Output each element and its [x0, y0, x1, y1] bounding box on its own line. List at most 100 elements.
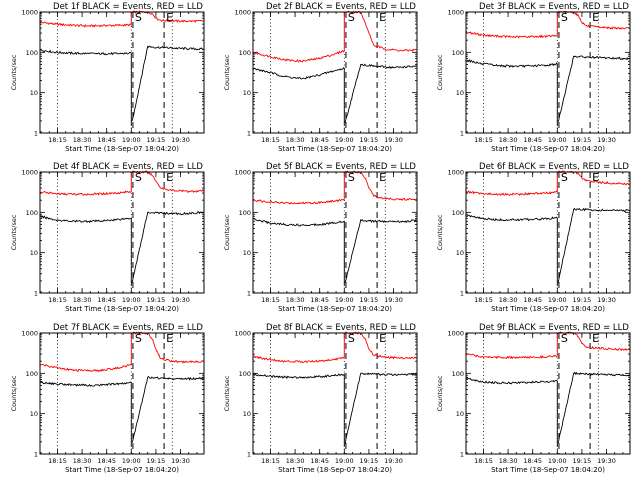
x-tick-label: 19:30: [384, 457, 403, 465]
panel-title: Det 1f BLACK = Events, RED = LLD: [53, 2, 203, 12]
event-marker-s: S: [348, 332, 355, 345]
event-marker-e: E: [166, 332, 173, 345]
y-tick-label: 1000: [234, 9, 251, 17]
panel-title: Det 3f BLACK = Events, RED = LLD: [479, 2, 629, 12]
y-tick-label: 10: [456, 249, 464, 257]
x-tick-label: 18:45: [310, 296, 329, 304]
x-tick-label: 18:45: [310, 136, 329, 144]
x-tick-label: 19:00: [122, 457, 141, 465]
x-tick-label: 18:30: [286, 457, 305, 465]
event-marker-e: E: [166, 11, 173, 24]
series-events: [557, 207, 630, 283]
y-tick-label: 1: [460, 130, 464, 138]
y-tick-label: 100: [452, 49, 464, 57]
y-tick-label: 10: [243, 410, 251, 418]
y-tick-label: 10: [30, 89, 38, 97]
x-tick-label: 19:30: [171, 136, 190, 144]
x-tick-label: 18:15: [474, 136, 493, 144]
y-tick-label: 1000: [234, 169, 251, 177]
x-tick-label: 18:30: [73, 296, 92, 304]
y-axis-label: Counts/sec: [436, 375, 444, 411]
x-tick-label: 19:30: [597, 457, 616, 465]
x-tick-label: 18:30: [499, 296, 518, 304]
panel-title: Det 9f BLACK = Events, RED = LLD: [479, 323, 629, 333]
series-lld: [465, 172, 558, 197]
x-tick-label: 18:30: [73, 457, 92, 465]
event-marker-e: E: [592, 171, 599, 184]
detector-panel-8: Det 8f BLACK = Events, RED = LLD Counts/s…: [223, 323, 418, 474]
x-tick-label: 18:45: [523, 136, 542, 144]
x-axis-label: Start Time (18-Sep-07 18:04:20): [65, 466, 179, 474]
detector-panel-5: Det 5f BLACK = Events, RED = LLD Counts/s…: [223, 162, 418, 313]
y-axis-label: Counts/sec: [10, 214, 18, 250]
event-marker-s: S: [135, 11, 142, 24]
series-events: [252, 67, 345, 126]
x-tick-label: 19:15: [573, 296, 592, 304]
x-tick-label: 18:15: [261, 296, 280, 304]
series-events: [465, 59, 558, 126]
x-axis-label: Start Time (18-Sep-07 18:04:20): [491, 145, 605, 153]
x-tick-label: 19:30: [384, 136, 403, 144]
y-tick-label: 1: [34, 451, 38, 459]
x-tick-label: 19:00: [335, 457, 354, 465]
x-tick-label: 19:00: [548, 457, 567, 465]
x-tick-label: 18:15: [261, 457, 280, 465]
y-tick-label: 100: [26, 209, 38, 217]
series-lld: [252, 172, 345, 205]
series-events: [39, 48, 132, 126]
x-tick-label: 19:30: [171, 457, 190, 465]
panel-title: Det 7f BLACK = Events, RED = LLD: [53, 323, 203, 333]
series-lld: [39, 333, 132, 373]
y-axis-label: Counts/sec: [223, 214, 231, 250]
series-events: [131, 211, 204, 283]
x-tick-label: 18:15: [48, 136, 67, 144]
event-marker-s: S: [561, 11, 568, 24]
y-axis-label: Counts/sec: [223, 54, 231, 90]
y-tick-label: 1000: [447, 9, 464, 17]
event-marker-s: S: [135, 332, 142, 345]
x-tick-label: 19:00: [122, 296, 141, 304]
x-tick-label: 18:15: [48, 457, 67, 465]
detector-panel-4: Det 4f BLACK = Events, RED = LLD Counts/s…: [10, 162, 205, 313]
event-marker-e: E: [166, 171, 173, 184]
y-tick-label: 100: [26, 49, 38, 57]
panel-title: Det 8f BLACK = Events, RED = LLD: [266, 323, 416, 333]
y-tick-label: 1000: [447, 330, 464, 338]
x-tick-label: 18:30: [73, 136, 92, 144]
x-tick-label: 18:30: [286, 136, 305, 144]
x-tick-label: 19:15: [360, 136, 379, 144]
panel-title: Det 6f BLACK = Events, RED = LLD: [479, 162, 629, 172]
series-events: [465, 377, 558, 447]
series-events: [344, 63, 417, 123]
detector-panel-1: Det 1f BLACK = Events, RED = LLD Counts/s…: [10, 2, 205, 153]
y-tick-label: 1000: [21, 330, 38, 338]
x-tick-label: 19:00: [122, 136, 141, 144]
x-axis-label: Start Time (18-Sep-07 18:04:20): [278, 305, 392, 313]
plot-frame: [465, 171, 631, 294]
series-lld: [39, 12, 132, 28]
event-marker-s: S: [135, 171, 142, 184]
y-axis-label: Counts/sec: [436, 214, 444, 250]
series-lld: [252, 333, 345, 364]
series-events: [465, 214, 558, 286]
y-tick-label: 100: [239, 49, 251, 57]
series-events: [131, 45, 204, 122]
event-marker-s: S: [561, 171, 568, 184]
detector-panel-7: Det 7f BLACK = Events, RED = LLD Counts/s…: [10, 323, 205, 474]
x-axis-label: Start Time (18-Sep-07 18:04:20): [278, 145, 392, 153]
y-tick-label: 10: [30, 249, 38, 257]
series-lld: [39, 172, 132, 196]
event-marker-e: E: [379, 11, 386, 24]
detector-panel-9: Det 9f BLACK = Events, RED = LLD Counts/s…: [436, 323, 631, 474]
x-tick-label: 18:45: [97, 457, 116, 465]
detector-panel-6: Det 6f BLACK = Events, RED = LLD Counts/s…: [436, 162, 631, 313]
x-tick-label: 18:30: [499, 136, 518, 144]
x-axis-label: Start Time (18-Sep-07 18:04:20): [278, 466, 392, 474]
x-axis-label: Start Time (18-Sep-07 18:04:20): [65, 305, 179, 313]
panel-title: Det 5f BLACK = Events, RED = LLD: [266, 162, 416, 172]
plot-frame: [252, 11, 418, 134]
series-events: [39, 380, 132, 447]
y-axis-label: Counts/sec: [10, 375, 18, 411]
x-tick-label: 19:15: [573, 457, 592, 465]
